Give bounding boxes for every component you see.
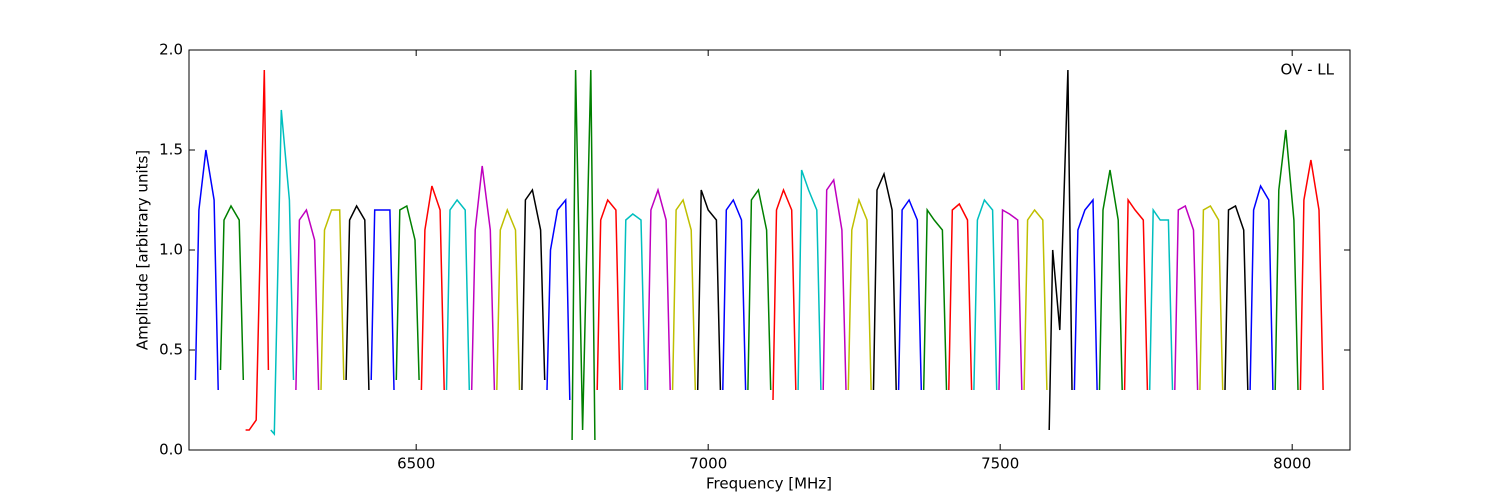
series-line xyxy=(747,188,772,391)
y-tick-label: 2.0 xyxy=(159,41,183,59)
series-line xyxy=(420,185,445,391)
series-line xyxy=(1299,159,1324,391)
series-line xyxy=(973,198,998,391)
series-line xyxy=(1199,204,1224,391)
series-line xyxy=(1023,208,1048,391)
series-line xyxy=(646,187,671,391)
series-line xyxy=(1123,197,1149,391)
series-line xyxy=(1073,197,1098,391)
x-axis-label: Frequency [MHz] xyxy=(706,475,832,493)
series-line xyxy=(1048,69,1073,431)
series-line xyxy=(270,109,295,436)
x-tick-label: 7500 xyxy=(981,455,1019,473)
series-line xyxy=(1224,204,1249,391)
y-tick-label: 0.5 xyxy=(159,341,183,359)
series-line xyxy=(521,188,546,391)
series-line xyxy=(897,198,923,391)
series-line xyxy=(621,213,646,391)
series-line xyxy=(571,69,596,441)
series-line xyxy=(470,165,496,391)
series-line xyxy=(822,178,847,391)
series-line xyxy=(496,207,521,391)
series-line xyxy=(847,197,872,391)
series-line xyxy=(872,171,897,391)
series-line xyxy=(948,202,973,391)
series-line xyxy=(1098,169,1123,391)
annotation: OV - LL xyxy=(1281,61,1335,79)
x-tick-label: 6500 xyxy=(397,455,435,473)
series-line xyxy=(1148,207,1174,391)
series-line xyxy=(345,204,370,391)
series-line xyxy=(998,208,1023,391)
series-line xyxy=(722,198,747,391)
series-line xyxy=(194,149,219,391)
series-line xyxy=(1274,129,1299,391)
series-line xyxy=(445,198,471,391)
plot-lines xyxy=(194,69,1324,441)
series-line xyxy=(696,189,722,391)
series-line xyxy=(772,187,797,401)
series-line xyxy=(219,204,245,381)
y-tick-label: 0.0 xyxy=(159,441,183,459)
x-tick-label: 7000 xyxy=(689,455,727,473)
series-line xyxy=(1249,184,1274,391)
series-line xyxy=(797,169,822,391)
series-line xyxy=(395,204,420,381)
plot-frame xyxy=(188,49,1351,451)
series-line xyxy=(1174,204,1199,391)
series-line xyxy=(671,198,697,391)
y-tick-label: 1.0 xyxy=(159,241,183,259)
series-line xyxy=(596,198,621,391)
x-tick-label: 8000 xyxy=(1273,455,1311,473)
series-line xyxy=(546,197,571,401)
series-line xyxy=(245,69,270,431)
y-tick-label: 1.5 xyxy=(159,141,183,159)
y-axis-label: Amplitude [arbitrary units] xyxy=(134,150,152,350)
series-line xyxy=(922,207,948,391)
series-line xyxy=(295,208,320,391)
series-line xyxy=(320,209,345,391)
series-line xyxy=(370,209,395,391)
